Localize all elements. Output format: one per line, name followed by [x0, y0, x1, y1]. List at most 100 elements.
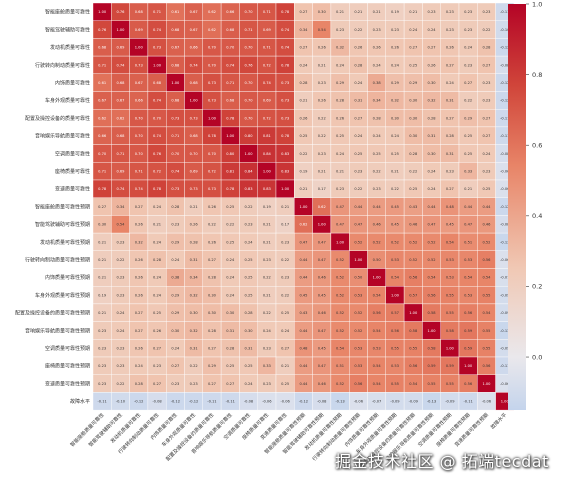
cell-value-label: 0.29: [391, 81, 400, 85]
cell-value-label: 0.73: [281, 81, 289, 85]
cell-value-label: 0.21: [190, 205, 198, 209]
cell-value-label: 0.54: [464, 276, 473, 280]
row-label: 内饰质量可靠性: [55, 79, 90, 86]
cell-value-label: 0.27: [299, 10, 307, 14]
cell-value-label: 0.26: [153, 329, 162, 333]
cell-value-label: 1.00: [245, 152, 254, 156]
cell-value-label: 0.56: [373, 311, 382, 315]
cell-value-label: 0.25: [464, 152, 472, 156]
cell-value-label: -0.12: [299, 400, 308, 404]
cell-value-label: -0.11: [207, 400, 216, 404]
cell-value-label: 0.58: [428, 346, 437, 350]
cell-value-label: 0.23: [482, 10, 490, 14]
cell-value-label: 0.54: [373, 364, 382, 368]
cell-value-label: -0.08: [500, 152, 510, 156]
cell-value-label: 0.32: [135, 240, 143, 244]
cell-value-label: 0.52: [336, 311, 344, 315]
colorbar-tick-label: 1.0: [532, 0, 542, 8]
row-label: 音响娱乐导航质量可靠性预期: [25, 327, 90, 334]
cell-value-label: 0.68: [171, 63, 180, 67]
cell-value-label: 0.27: [446, 116, 454, 120]
cell-value-label: 0.30: [409, 134, 418, 138]
cell-value-label: 0.78: [98, 187, 107, 191]
cell-value-label: 0.21: [409, 10, 417, 14]
cell-value-label: 1.00: [446, 346, 455, 350]
cell-value-label: 0.52: [428, 240, 436, 244]
cell-value-label: 0.46: [318, 311, 327, 315]
cell-value-label: 0.28: [135, 382, 144, 386]
cell-value-label: 0.25: [245, 293, 253, 297]
cell-value-label: 0.22: [208, 223, 216, 227]
cell-value-label: 0.71: [226, 81, 234, 85]
cell-value-label: 0.28: [171, 205, 180, 209]
column-label: 故障水平: [489, 412, 508, 431]
cell-value-label: 1.00: [171, 81, 180, 85]
cell-value-label: 0.27: [464, 81, 472, 85]
cell-value-label: 0.25: [373, 152, 381, 156]
cell-value-label: 0.24: [409, 28, 418, 32]
cell-value-label: 0.30: [245, 329, 254, 333]
cell-value-label: 0.62: [116, 116, 124, 120]
cell-value-label: 0.67: [190, 10, 198, 14]
cell-value-label: 0.66: [98, 134, 107, 138]
cell-value-label: 0.84: [263, 152, 272, 156]
row-label: 音响娱乐导航质量可靠性: [35, 133, 90, 140]
cell-value-label: -0.06: [500, 382, 510, 386]
cell-value-label: 0.24: [428, 169, 437, 173]
cell-value-label: 0.47: [318, 240, 326, 244]
watermark-text: 掘金技术社区 @ 拓端tecdat: [335, 452, 549, 471]
cell-value-label: 1.00: [98, 10, 107, 14]
cell-value-label: 0.52: [409, 258, 417, 262]
cell-value-label: 0.22: [318, 134, 326, 138]
cell-value-label: 0.56: [482, 364, 491, 368]
cell-value-label: 1.00: [208, 116, 217, 120]
cell-value-label: 0.32: [391, 99, 399, 103]
cell-value-label: 0.54: [116, 223, 125, 227]
cell-value-label: 0.52: [336, 258, 344, 262]
cell-value-label: 0.30: [409, 99, 418, 103]
row-label: 智能座舱质量可靠性: [45, 9, 90, 16]
cell-value-label: 0.30: [391, 116, 400, 120]
cell-value-label: 0.24: [263, 329, 272, 333]
cell-value-label: 0.67: [135, 81, 143, 85]
cell-value-label: 0.26: [135, 258, 144, 262]
cell-value-label: 0.74: [153, 134, 162, 138]
cell-value-label: 0.22: [281, 293, 289, 297]
cell-value-label: 0.70: [245, 116, 254, 120]
cell-value-label: 0.83: [281, 169, 289, 173]
cell-value-label: -0.08: [152, 400, 162, 404]
column-label: 车身外观质量可靠性: [160, 412, 197, 449]
row-label: 智能驾驶辅助可靠性: [45, 26, 90, 33]
cell-value-label: 0.43: [409, 205, 417, 209]
cell-value-label: 0.23: [116, 293, 124, 297]
row-label: 发动机质量可靠性: [50, 44, 90, 51]
cell-value-label: 0.62: [208, 10, 216, 14]
cell-value-label: 0.23: [373, 28, 381, 32]
cell-value-label: 0.70: [208, 63, 217, 67]
cell-value-label: 0.23: [446, 169, 454, 173]
cell-value-label: 0.28: [409, 152, 418, 156]
row-label: 行驶转向制动质量可靠性: [35, 62, 90, 69]
cell-value-label: 0.24: [281, 329, 290, 333]
cell-value-label: 0.23: [482, 169, 490, 173]
cell-value-label: 0.26: [135, 223, 144, 227]
cell-value-label: -0.06: [500, 258, 510, 262]
cell-value-label: 0.31: [226, 329, 234, 333]
cell-value-label: 0.24: [226, 293, 235, 297]
cell-value-label: 1.00: [281, 187, 290, 191]
cell-value-label: 0.19: [391, 10, 400, 14]
cell-value-label: -0.11: [500, 116, 509, 120]
cell-value-label: 0.70: [190, 152, 199, 156]
cell-value-label: 0.72: [153, 169, 161, 173]
cell-value-label: 0.22: [245, 205, 253, 209]
cell-value-label: 0.22: [354, 28, 362, 32]
cell-value-label: 0.24: [171, 346, 180, 350]
cell-value-label: 0.73: [153, 46, 161, 50]
cell-value-label: 0.24: [226, 258, 235, 262]
cell-value-label: 0.66: [135, 99, 144, 103]
cell-value-label: 0.52: [409, 240, 417, 244]
cell-value-label: 0.44: [482, 205, 491, 209]
cell-value-label: 0.22: [263, 311, 271, 315]
cell-value-label: 0.27: [135, 311, 143, 315]
cell-value-label: 0.24: [153, 205, 162, 209]
